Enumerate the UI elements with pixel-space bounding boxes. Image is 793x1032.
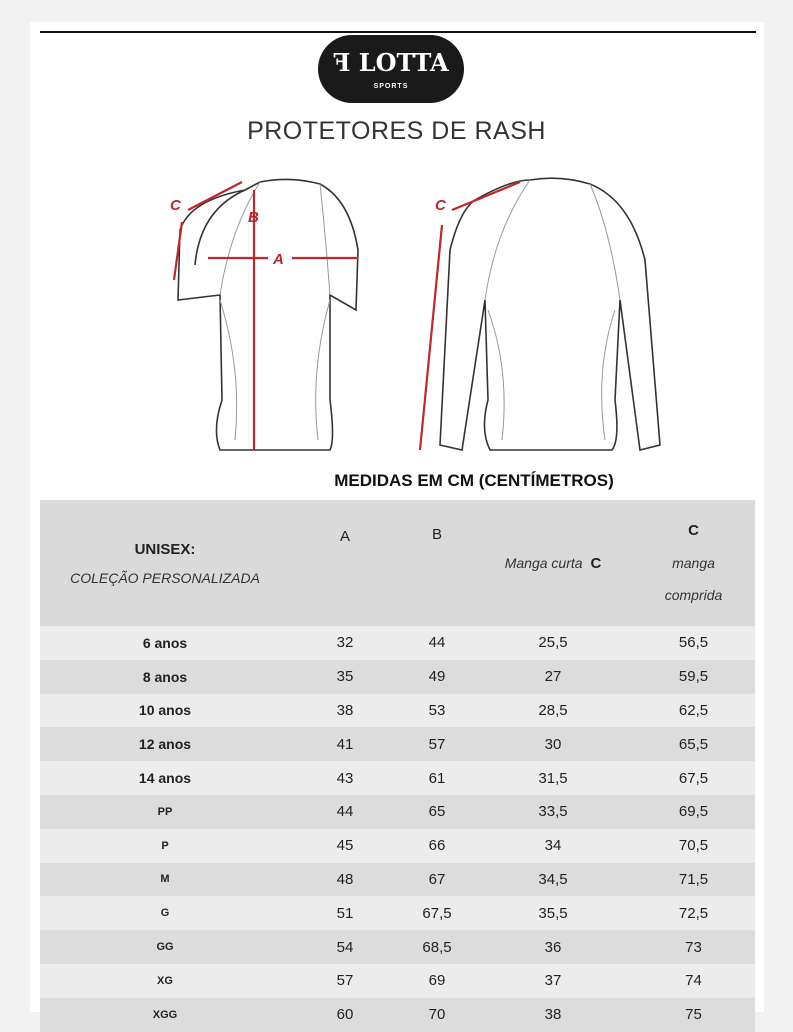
value-cell: 37 xyxy=(474,963,632,998)
header-a: A xyxy=(290,500,400,626)
table-header: UNISEX: COLEÇÃO PERSONALIZADA A B Manga c… xyxy=(40,500,755,626)
value-cell: 67,5 xyxy=(632,761,755,795)
value-cell: 66 xyxy=(400,828,474,863)
label-c-short: C xyxy=(170,197,182,214)
value-cell: 54 xyxy=(290,930,400,964)
value-cell: 68,5 xyxy=(400,930,474,964)
header-short-c: C xyxy=(590,554,602,572)
value-cell: 67,5 xyxy=(400,896,474,931)
value-cell: 27 xyxy=(474,659,632,694)
table-row: 8 anos 35 49 27 59,5 xyxy=(40,659,755,694)
size-cell: 10 anos xyxy=(40,693,290,728)
size-cell: 8 anos xyxy=(40,659,290,694)
value-cell: 72,5 xyxy=(632,896,755,931)
size-cell: 6 anos xyxy=(40,626,290,660)
value-cell: 59,5 xyxy=(632,659,755,694)
brand-logo: ꟻ LOTTA SPORTS xyxy=(318,35,464,103)
value-cell: 61 xyxy=(400,761,474,795)
value-cell: 30 xyxy=(474,727,632,762)
value-cell: 53 xyxy=(400,693,474,728)
value-cell: 71,5 xyxy=(632,862,755,897)
value-cell: 28,5 xyxy=(474,693,632,728)
value-cell: 73 xyxy=(632,930,755,964)
size-table: UNISEX: COLEÇÃO PERSONALIZADA A B Manga c… xyxy=(40,500,755,1032)
value-cell: 44 xyxy=(290,794,400,829)
brand-tagline: SPORTS xyxy=(373,83,409,90)
header-short-label: Manga curta xyxy=(504,554,587,571)
header-collection: COLEÇÃO PERSONALIZADA xyxy=(70,569,260,586)
value-cell: 49 xyxy=(400,659,474,694)
value-cell: 45 xyxy=(290,828,400,863)
size-cell: GG xyxy=(40,930,290,964)
header-b: B xyxy=(400,500,474,626)
value-cell: 33,5 xyxy=(474,794,632,829)
value-cell: 38 xyxy=(474,997,632,1032)
value-cell: 51 xyxy=(290,896,400,931)
label-a: A xyxy=(272,251,284,268)
value-cell: 43 xyxy=(290,761,400,795)
size-cell: PP xyxy=(40,794,290,829)
size-cell: 14 anos xyxy=(40,761,290,795)
value-cell: 36 xyxy=(474,930,632,964)
short-sleeve-shirt-outline xyxy=(177,178,359,451)
table-row: 6 anos 32 44 25,5 56,5 xyxy=(40,626,755,660)
size-cell: XG xyxy=(40,963,290,998)
size-cell: G xyxy=(40,896,290,931)
value-cell: 25,5 xyxy=(474,626,632,660)
long-sleeve-shirt-outline xyxy=(439,177,661,451)
brand-wordmark: ꟻ LOTTA xyxy=(333,48,449,77)
value-cell: 56,5 xyxy=(632,626,755,660)
size-cell: XGG xyxy=(40,997,290,1032)
table-row: XG 57 69 37 74 xyxy=(40,963,755,998)
value-cell: 65,5 xyxy=(632,727,755,762)
header-unisex: UNISEX: xyxy=(134,540,196,558)
value-cell: 35 xyxy=(290,659,400,694)
value-cell: 65 xyxy=(400,794,474,829)
value-cell: 32 xyxy=(290,626,400,660)
header-long-line1: manga xyxy=(672,555,715,571)
value-cell: 60 xyxy=(290,997,400,1032)
header-long-line2: comprida xyxy=(664,587,723,603)
table-row: GG 54 68,5 36 73 xyxy=(40,930,755,964)
value-cell: 74 xyxy=(632,963,755,998)
value-cell: 67 xyxy=(400,862,474,897)
value-cell: 38 xyxy=(290,693,400,728)
table-row: M 48 67 34,5 71,5 xyxy=(40,862,755,897)
table-row: P 45 66 34 70,5 xyxy=(40,828,755,863)
table-row: PP 44 65 33,5 69,5 xyxy=(40,794,755,829)
value-cell: 57 xyxy=(290,963,400,998)
header-long-c: C xyxy=(688,522,699,539)
table-row: XGG 60 70 38 75 xyxy=(40,997,755,1032)
label-c-long: C xyxy=(435,197,447,214)
value-cell: 34 xyxy=(474,828,632,863)
shirt-diagram: C B A C xyxy=(170,177,661,451)
size-cell: 12 anos xyxy=(40,727,290,762)
value-cell: 48 xyxy=(290,862,400,897)
table-row: G 51 67,5 35,5 72,5 xyxy=(40,896,755,931)
value-cell: 34,5 xyxy=(474,862,632,897)
header-first-column: UNISEX: COLEÇÃO PERSONALIZADA xyxy=(40,500,290,626)
value-cell: 41 xyxy=(290,727,400,762)
value-cell: 44 xyxy=(400,626,474,660)
size-cell: P xyxy=(40,828,290,863)
size-cell: M xyxy=(40,862,290,897)
measurement-subtitle: MEDIDAS EM CM (CENTÍMETROS) xyxy=(334,471,614,490)
value-cell: 69,5 xyxy=(632,794,755,829)
value-cell: 31,5 xyxy=(474,761,632,795)
value-cell: 70 xyxy=(400,997,474,1032)
value-cell: 62,5 xyxy=(632,693,755,728)
value-cell: 57 xyxy=(400,727,474,762)
value-cell: 70,5 xyxy=(632,828,755,863)
table-row: 12 anos 41 57 30 65,5 xyxy=(40,727,755,762)
page-title: PROTETORES DE RASH xyxy=(247,117,546,145)
value-cell: 69 xyxy=(400,963,474,998)
label-b: B xyxy=(248,209,259,226)
value-cell: 35,5 xyxy=(474,896,632,931)
table-row: 14 anos 43 61 31,5 67,5 xyxy=(40,761,755,795)
header-short-sleeve: Manga curta C xyxy=(474,500,632,626)
value-cell: 75 xyxy=(632,997,755,1032)
divider xyxy=(40,31,756,33)
table-row: 10 anos 38 53 28,5 62,5 xyxy=(40,693,755,728)
